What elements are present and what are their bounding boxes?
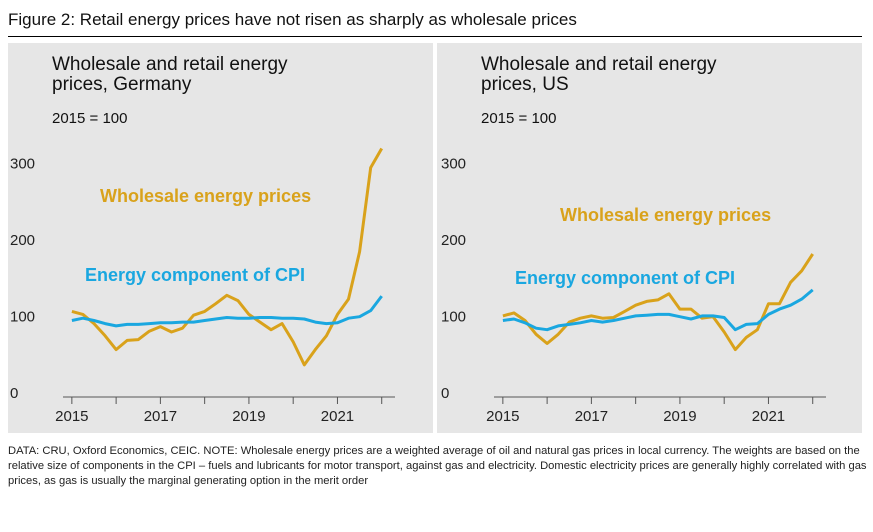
y-tick-label: 100: [10, 308, 35, 325]
x-tick-label: 2021: [752, 408, 785, 425]
x-tick-label: 2019: [232, 408, 265, 425]
panel-background: [437, 43, 862, 433]
title-rule: [8, 36, 862, 37]
y-tick-label: 300: [441, 156, 466, 173]
panel-subtitle: 2015 = 100: [481, 110, 557, 127]
x-tick-label: 2017: [575, 408, 608, 425]
y-tick-label: 100: [441, 308, 466, 325]
y-tick-label: 200: [10, 232, 35, 249]
x-tick-label: 2015: [55, 408, 88, 425]
series-label: Energy component of CPI: [515, 268, 735, 288]
series-label: Energy component of CPI: [85, 265, 305, 285]
y-tick-label: 300: [10, 156, 35, 173]
x-tick-label: 2017: [144, 408, 177, 425]
series-label: Wholesale energy prices: [100, 186, 311, 206]
series-label: Wholesale energy prices: [560, 205, 771, 225]
x-tick-label: 2021: [321, 408, 354, 425]
series-line: [71, 147, 383, 367]
panel-title: Wholesale and retail energy prices, Germ…: [52, 54, 288, 95]
x-tick-label: 2019: [663, 408, 696, 425]
y-tick-label: 200: [441, 232, 466, 249]
figure-title: Figure 2: Retail energy prices have not …: [8, 10, 577, 29]
panel-title: Wholesale and retail energy prices, US: [481, 54, 717, 95]
x-tick-label: 2015: [486, 408, 519, 425]
series-line: [502, 288, 814, 332]
panel-subtitle: 2015 = 100: [52, 110, 128, 127]
footnote: DATA: CRU, Oxford Economics, CEIC. NOTE:…: [8, 445, 867, 487]
series-line: [71, 295, 383, 328]
y-tick-label: 0: [441, 385, 449, 402]
y-tick-label: 0: [10, 385, 18, 402]
